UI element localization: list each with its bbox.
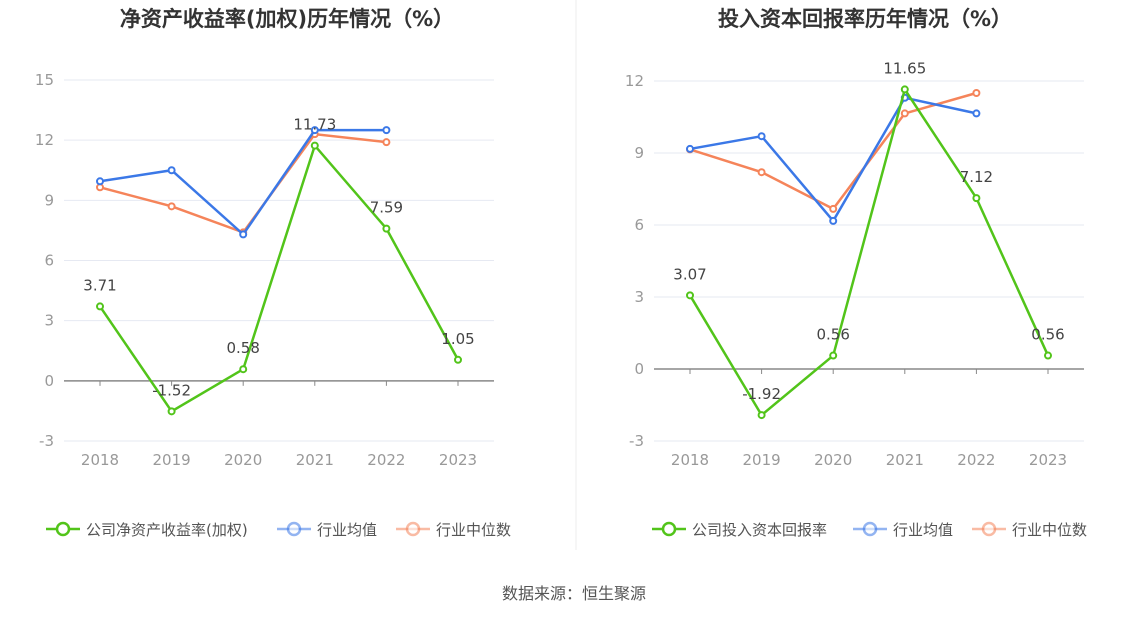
data-point[interactable] xyxy=(96,177,104,186)
data-label: 3.71 xyxy=(83,276,116,294)
data-label: 11.73 xyxy=(293,116,336,134)
data-point[interactable] xyxy=(829,351,838,360)
legend-marker[interactable] xyxy=(405,521,421,537)
data-point[interactable] xyxy=(1044,351,1052,360)
chart-title: 净资产收益率(加权)历年情况（%） xyxy=(120,7,454,31)
x-tick-label: 2019 xyxy=(153,451,191,469)
series-line xyxy=(99,128,387,237)
x-tick-label: 2022 xyxy=(957,451,995,469)
data-point[interactable] xyxy=(96,302,104,311)
y-tick-label: 0 xyxy=(634,360,644,378)
x-tick-label: 2021 xyxy=(296,451,334,469)
legend-marker[interactable] xyxy=(55,521,71,537)
data-label: 7.59 xyxy=(370,199,403,217)
legend-marker[interactable] xyxy=(981,521,997,537)
y-tick-label: 12 xyxy=(625,72,644,90)
legend-label[interactable]: 行业中位数 xyxy=(1012,521,1087,539)
series-line xyxy=(689,91,977,211)
y-tick-label: 9 xyxy=(44,191,54,209)
data-point[interactable] xyxy=(167,166,176,175)
x-tick-label: 2019 xyxy=(743,451,781,469)
legend-marker[interactable] xyxy=(661,521,677,537)
data-label: -1.92 xyxy=(742,385,781,403)
legend-label[interactable]: 行业中位数 xyxy=(436,521,511,539)
series-line xyxy=(98,143,460,413)
series-line xyxy=(99,132,387,234)
data-point[interactable] xyxy=(686,144,694,153)
y-tick-label: 0 xyxy=(44,372,54,390)
y-tick-label: 12 xyxy=(35,131,54,149)
data-label: 11.65 xyxy=(883,59,926,77)
data-point[interactable] xyxy=(900,109,909,118)
y-tick-label: 6 xyxy=(44,252,54,270)
legend-label[interactable]: 公司投入资本回报率 xyxy=(692,521,827,539)
source-note: 数据来源：恒生聚源 xyxy=(501,584,646,603)
data-point[interactable] xyxy=(829,204,838,213)
data-point[interactable] xyxy=(900,85,909,94)
x-tick-label: 2018 xyxy=(81,451,119,469)
legend-marker[interactable] xyxy=(862,521,878,537)
data-point[interactable] xyxy=(454,355,462,364)
y-tick-label: 9 xyxy=(634,144,644,162)
data-point[interactable] xyxy=(167,202,176,211)
chart-title: 投入资本回报率历年情况（%） xyxy=(718,7,1012,31)
data-point[interactable] xyxy=(382,126,391,135)
legend-label[interactable]: 行业均值 xyxy=(317,521,377,539)
data-point[interactable] xyxy=(310,141,319,150)
series-line xyxy=(689,96,977,224)
data-point[interactable] xyxy=(829,216,838,225)
legend-label[interactable]: 公司净资产收益率(加权) xyxy=(86,521,248,539)
data-point[interactable] xyxy=(972,89,981,97)
data-label: 0.58 xyxy=(226,339,259,357)
y-tick-label: -3 xyxy=(629,432,644,450)
x-tick-label: 2023 xyxy=(439,451,477,469)
data-label: 3.07 xyxy=(673,265,706,283)
y-tick-label: 15 xyxy=(35,71,54,89)
y-tick-label: 3 xyxy=(634,288,644,306)
data-point[interactable] xyxy=(686,291,694,300)
x-tick-label: 2022 xyxy=(367,451,405,469)
data-point[interactable] xyxy=(382,224,391,233)
data-point[interactable] xyxy=(310,126,319,135)
x-tick-label: 2020 xyxy=(814,451,852,469)
data-label: 7.12 xyxy=(960,168,993,186)
data-label: -1.52 xyxy=(152,381,191,399)
series-line xyxy=(688,86,1050,417)
x-tick-label: 2021 xyxy=(886,451,924,469)
data-point[interactable] xyxy=(972,194,981,203)
data-label: 1.05 xyxy=(441,330,474,348)
data-point[interactable] xyxy=(757,411,766,420)
x-tick-label: 2023 xyxy=(1029,451,1067,469)
data-label: 0.56 xyxy=(816,326,849,344)
data-point[interactable] xyxy=(239,365,248,374)
legend-marker[interactable] xyxy=(286,521,302,537)
data-point[interactable] xyxy=(757,168,766,177)
data-point[interactable] xyxy=(757,132,766,141)
y-tick-label: -3 xyxy=(39,432,54,450)
data-point[interactable] xyxy=(382,138,391,147)
x-tick-label: 2020 xyxy=(224,451,262,469)
legend-label[interactable]: 行业均值 xyxy=(893,521,953,539)
data-label: 0.56 xyxy=(1031,326,1064,344)
data-point[interactable] xyxy=(972,109,981,118)
y-tick-label: 3 xyxy=(44,312,54,330)
data-point[interactable] xyxy=(239,230,248,239)
y-tick-label: 6 xyxy=(634,216,644,234)
x-tick-label: 2018 xyxy=(671,451,709,469)
data-point[interactable] xyxy=(167,407,176,416)
